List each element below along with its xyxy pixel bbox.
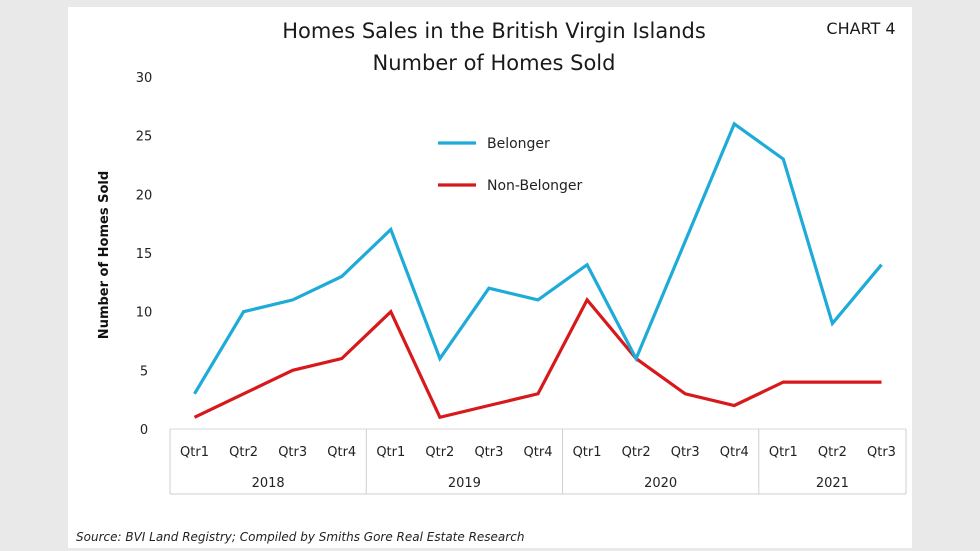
x-axis: Qtr1 Qtr2 Qtr3 Qtr4 Qtr1 Qtr2 Qtr3 Qtr4 Qtr1 Qtr2… — [169, 428, 907, 495]
x-group-label: 2019 — [448, 476, 481, 491]
y-tick-label: 20 — [136, 188, 153, 203]
y-axis-ticks: 0 5 10 15 20 25 30 — [136, 71, 153, 438]
x-tick-label: Qtr1 — [573, 445, 602, 460]
source-note: Source: BVI Land Registry; Compiled by S… — [76, 530, 524, 544]
series-layer — [193, 121, 883, 420]
chart-title: Homes Sales in the British Virgin Island… — [282, 19, 706, 43]
x-tick-label: Qtr3 — [671, 445, 700, 460]
series-line-non-belonger — [193, 297, 882, 420]
x-tick-label: Qtr1 — [376, 445, 405, 460]
x-tick-label: Qtr3 — [867, 445, 896, 460]
x-tick-label: Qtr2 — [229, 445, 258, 460]
legend: Belonger Non-Belonger — [438, 136, 583, 194]
x-tick-label: Qtr1 — [769, 445, 798, 460]
y-tick-label: 10 — [136, 306, 153, 321]
x-tick-label: Qtr1 — [180, 445, 209, 460]
y-axis-label: Number of Homes Sold — [97, 171, 112, 339]
x-tick-label: Qtr2 — [425, 445, 454, 460]
y-tick-label: 0 — [140, 423, 148, 438]
x-group-label: 2020 — [644, 476, 677, 491]
x-tick-label: Qtr3 — [278, 445, 307, 460]
y-tick-label: 25 — [136, 130, 153, 145]
x-tick-label: Qtr2 — [622, 445, 651, 460]
y-tick-label: 30 — [136, 71, 153, 86]
legend-label: Non-Belonger — [487, 178, 583, 194]
x-tick-label: Qtr3 — [474, 445, 503, 460]
chart-tag: CHART 4 — [826, 19, 895, 38]
x-tick-label: Qtr4 — [720, 445, 749, 460]
legend-label: Belonger — [487, 136, 550, 152]
x-group-label: 2018 — [252, 476, 285, 491]
y-tick-label: 5 — [140, 364, 148, 379]
y-tick-label: 15 — [136, 247, 153, 262]
chart-card — [68, 7, 912, 548]
series-line-belonger — [193, 121, 883, 395]
x-tick-label: Qtr2 — [818, 445, 847, 460]
x-tick-label: Qtr4 — [327, 445, 356, 460]
x-tick-label: Qtr4 — [524, 445, 553, 460]
chart-subtitle: Number of Homes Sold — [373, 51, 616, 75]
x-group-label: 2021 — [816, 476, 849, 491]
